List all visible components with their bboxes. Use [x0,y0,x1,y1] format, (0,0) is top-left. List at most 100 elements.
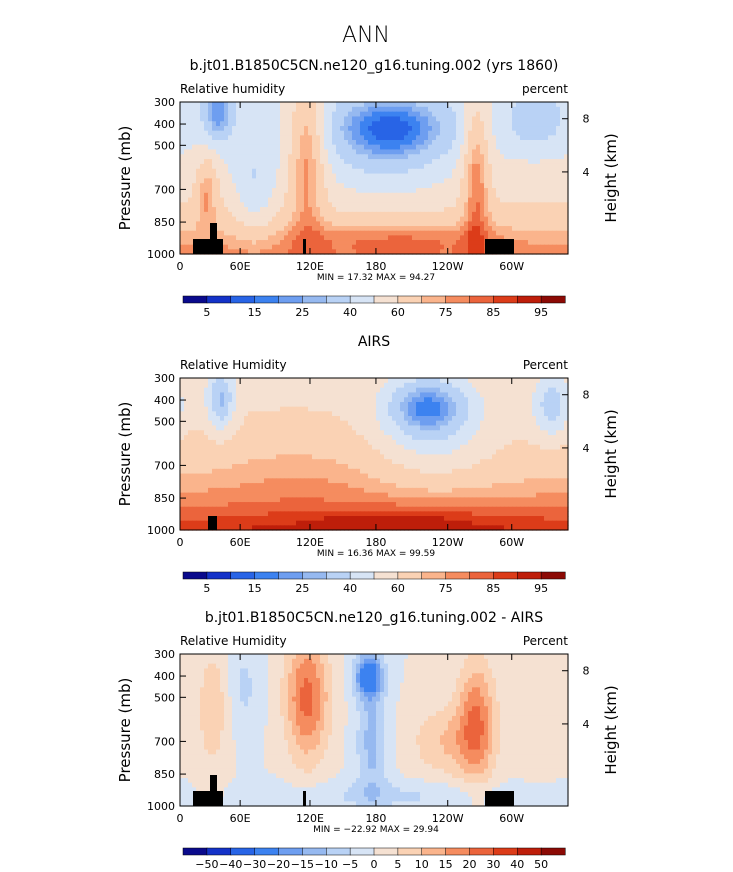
contour-cell [472,130,477,136]
contour-cell [528,449,533,455]
contour-cell [360,420,365,427]
contour-cell [488,226,493,232]
contour-cell [524,188,529,194]
contour-cell [532,235,537,241]
contour-cell [280,406,285,412]
contour-cell [376,126,381,132]
contour-cell [464,226,469,232]
contour-cell [292,168,297,175]
contour-cell [468,188,473,194]
contour-cell [472,378,477,384]
contour-cell [484,121,489,127]
contour-cell [548,240,553,246]
contour-cell [388,159,393,165]
contour-cell [396,444,401,451]
contour-cell [280,235,285,241]
contour-cell [544,121,549,127]
contour-cell [276,202,281,208]
contour-cell [540,135,545,141]
contour-cell [444,244,449,250]
contour-cell [316,378,321,384]
contour-cell [532,207,537,213]
contour-cell [376,449,381,455]
contour-cell [192,106,197,113]
contour-cell [292,411,297,417]
contour-cell [364,159,369,165]
contour-cell [228,235,233,241]
contour-cell [208,163,213,170]
contour-cell [408,168,413,175]
contour-cell [260,397,265,403]
contour-cell [540,240,545,246]
contour-cell [480,416,485,422]
contour-cell [340,411,345,417]
contour-cell [248,244,253,250]
contour-cell [380,226,385,232]
contour-cell [296,102,301,108]
contour-cell [372,378,377,384]
contour-cell [480,387,485,394]
contour-cell [372,240,377,246]
contour-cell [380,464,385,470]
contour-cell [384,216,389,222]
contour-cell [184,392,189,398]
contour-cell [308,188,313,194]
contour-cell [496,183,501,189]
contour-cell [236,211,241,218]
contour-cell [496,382,501,389]
contour-cell [364,402,369,408]
contour-cell [348,439,353,446]
contour-cell [472,435,477,441]
contour-cell [280,439,285,446]
contour-cell [508,406,513,412]
contour-cell [196,178,201,184]
contour-cell [484,140,489,146]
contour-cell [392,149,397,155]
contour-cell [396,140,401,146]
contour-cell [324,202,329,208]
contour-cell [540,459,545,465]
contour-cell [324,240,329,246]
contour-cell [272,163,277,170]
contour-cell [352,240,357,246]
contour-cell [392,111,397,118]
contour-cell [460,140,465,146]
contour-cell [240,183,245,189]
contour-cell [396,454,401,460]
contour-cell [200,121,205,127]
contour-cell [424,192,429,199]
contour-cell [344,249,349,255]
contour-cell [528,183,533,189]
contour-cell [356,240,361,246]
contour-cell [212,102,217,108]
contour-cell [400,240,405,246]
contour-cell [192,235,197,241]
contour-cell [388,178,393,184]
contour-cell [340,102,345,108]
contour-cell [376,102,381,108]
contour-cell [516,121,521,127]
contour-cell [264,149,269,155]
contour-cell [540,126,545,132]
contour-cell [512,121,517,127]
contour-cell [532,249,537,255]
contour-cell [508,197,513,203]
contour-cell [356,387,361,394]
contour-cell [520,221,525,227]
contour-cell [532,416,537,422]
contour-cell [192,416,197,422]
contour-cell [228,163,233,170]
contour-cell [312,178,317,184]
contour-cell [208,106,213,113]
contour-cell [436,102,441,108]
contour-cell [524,454,529,460]
contour-cell [364,183,369,189]
contour-cell [316,416,321,422]
contour-cell [280,402,285,408]
contour-cell [364,192,369,199]
contour-cell [192,449,197,455]
contour-cell [376,149,381,155]
contour-cell [400,126,405,132]
contour-cell [420,130,425,136]
contour-cell [564,439,569,446]
